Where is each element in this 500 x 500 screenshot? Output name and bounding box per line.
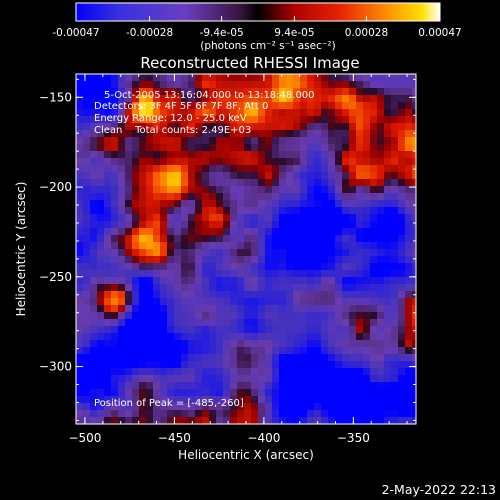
y-tick-label: −200 [39,180,72,194]
x-tick-label: −400 [247,431,280,445]
colorbar-tick-label: 0.00047 [418,27,461,39]
colorbar-tick-label: -0.00028 [126,27,173,39]
footer-date: 2-May-2022 22:13 [382,482,496,497]
x-tick-label: −500 [68,431,101,445]
plot-area [75,73,417,425]
colorbar-unit-label: (photons cm⁻² s⁻¹ asec⁻²) [200,40,335,52]
y-axis-label: Heliocentric Y (arcsec) [14,182,28,317]
colorbar-tick-label: 9.4e-05 [274,27,314,39]
colorbar-tick-label: -9.4e-05 [200,27,244,39]
y-axis: −150 −200 −250 −300 [39,78,416,421]
colorbar: -0.00047 -0.00028 -9.4e-05 9.4e-05 0.00028 0.… [52,2,462,52]
y-tick-label: −300 [39,360,72,374]
colorbar-tick-label: 0.00028 [345,27,388,39]
annotation-clean: Clean Total counts: 2.49E+03 [94,125,251,136]
x-tick-label: −350 [337,431,370,445]
annotation-energy: Energy Range: 12.0 - 25.0 keV [94,113,247,124]
x-axis: −500 −450 −400 −350 [68,74,408,445]
x-tick-label: −450 [158,431,191,445]
annotation-detectors: Detectors: 3F 4F 5F 6F 7F 8F, Att 0 [94,101,268,112]
x-axis-label: Heliocentric X (arcsec) [178,448,314,462]
annotation-time: 5-Oct-2005 13:16:04.000 to 13:18:48.000 [104,90,315,101]
heatmap-image [76,74,416,424]
chart-title: Reconstructed RHESSI Image [140,54,359,72]
annotation-peak: Position of Peak = [-485,-260] [94,398,244,409]
y-tick-label: −250 [39,270,72,284]
colorbar-tick-label: -0.00047 [52,27,99,39]
annotations: 5-Oct-2005 13:16:04.000 to 13:18:48.000 … [94,90,315,409]
y-tick-label: −150 [39,90,72,104]
colorbar-gradient [75,2,441,22]
